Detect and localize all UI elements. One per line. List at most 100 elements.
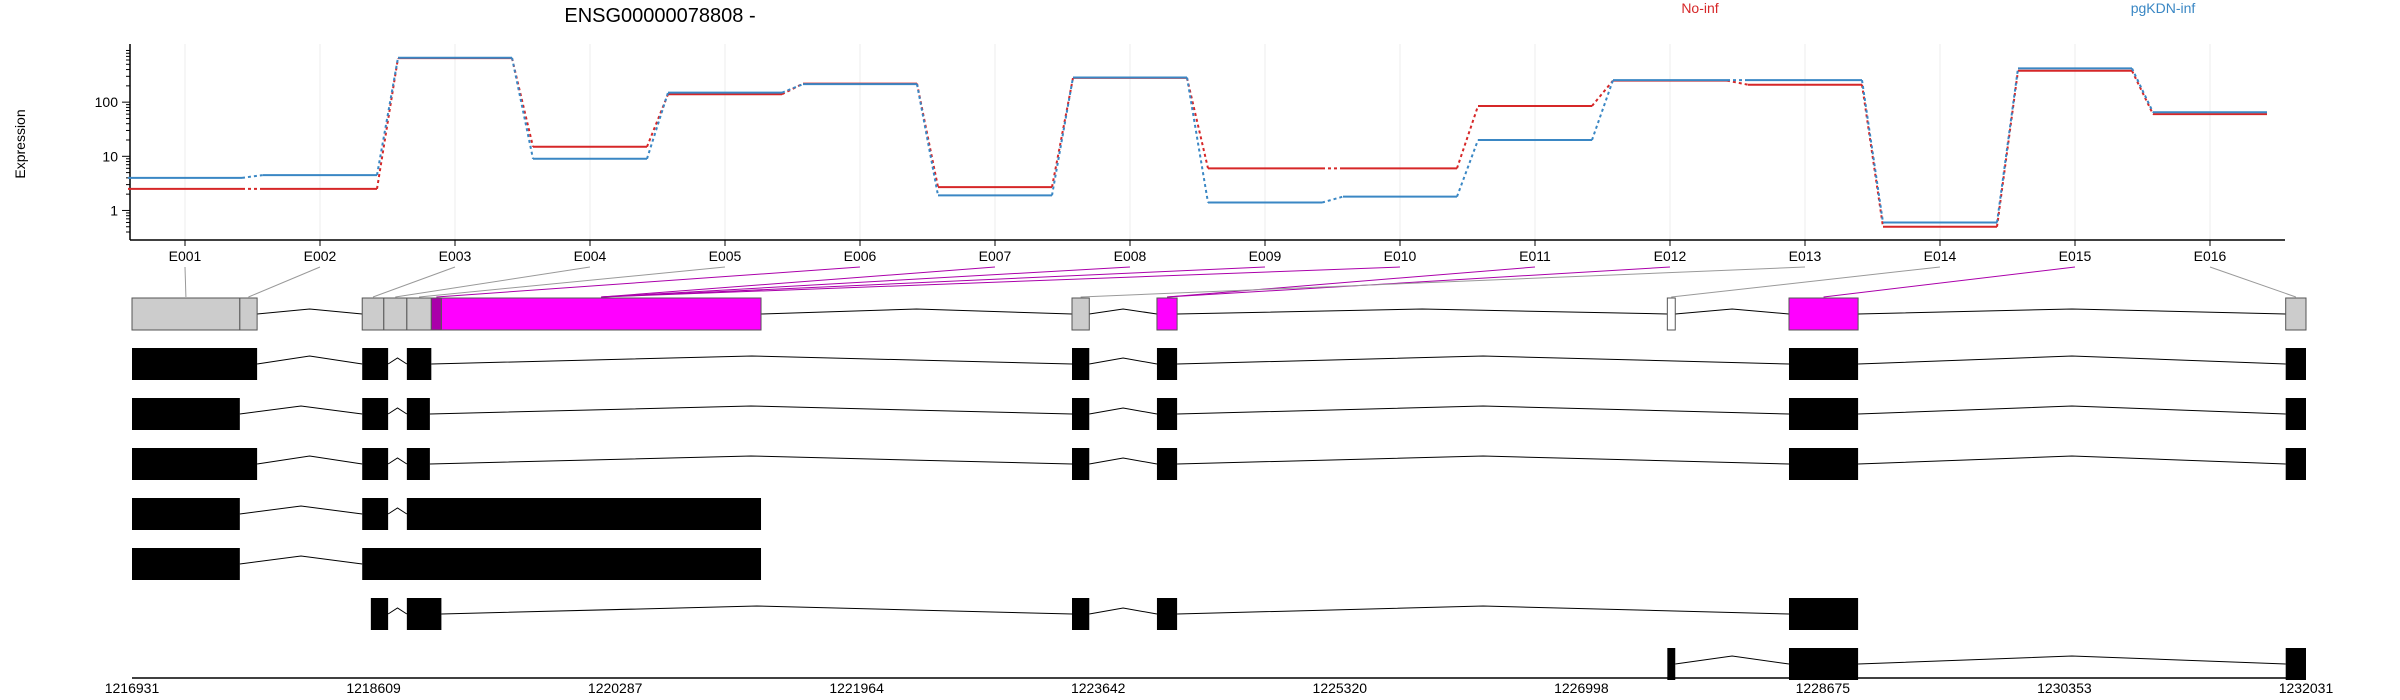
intron-line — [429, 405, 1073, 415]
series-pgkdn-inf-connector — [241, 174, 264, 179]
transcript-exon — [1072, 348, 1090, 380]
series-pgkdn-inf-connector — [1186, 77, 1209, 203]
y-tick-label: 10 — [102, 148, 118, 164]
series-no-inf-connector — [1591, 79, 1614, 107]
genomic-axis: 1216931 1218609 1220287 1221964 1223642 12253… — [105, 677, 2334, 696]
intron-line — [1858, 655, 2286, 665]
transcript-exon — [1156, 398, 1178, 430]
transcript-exon — [1156, 448, 1178, 480]
series-pgkdn-inf-connector — [511, 57, 534, 159]
genomic-tick-label: 1216931 — [105, 680, 160, 696]
transcript-exon — [132, 398, 240, 430]
intron-line — [257, 308, 363, 315]
intron-line — [1177, 455, 1790, 465]
intron-line — [441, 605, 1073, 615]
bin-link — [601, 266, 996, 298]
transcript-exon — [1788, 598, 1859, 630]
x-tick-label: E008 — [1114, 248, 1147, 264]
transcript-exon — [406, 398, 430, 430]
intron-line — [239, 505, 363, 515]
series-pgkdn-inf-connector — [1321, 195, 1344, 204]
bin-link — [436, 266, 861, 298]
genomic-tick-label: 1218609 — [346, 680, 401, 696]
series-pgkdn-inf-connector — [1996, 68, 2019, 223]
intron-line — [387, 407, 408, 415]
genomic-tick-label: 1225320 — [1313, 680, 1368, 696]
transcript-exon — [1072, 598, 1090, 630]
bin-link — [1671, 266, 1941, 298]
transcript-exon — [362, 348, 389, 380]
legend-label-no-inf: No-inf — [1681, 0, 1718, 16]
intron-line — [1177, 308, 1668, 315]
transcript-exon — [1667, 648, 1676, 680]
x-tick-label: E006 — [844, 248, 877, 264]
intron-line — [1089, 308, 1158, 315]
chart-title: ENSG00000078808 - — [564, 5, 755, 27]
genomic-tick-label: 1223642 — [1071, 680, 1126, 696]
intron-line — [387, 457, 408, 465]
transcript-exon — [362, 548, 762, 580]
transcript-exon — [1788, 648, 1859, 680]
exon-bin-e005 — [406, 297, 432, 331]
series-no-inf-connector — [646, 93, 669, 148]
intron-line — [387, 507, 408, 515]
transcript-exon — [406, 348, 432, 380]
transcript-exon — [132, 348, 258, 380]
genomic-tick-label: 1221964 — [829, 680, 884, 696]
bin-link — [1823, 266, 2076, 298]
intron-line — [1089, 407, 1158, 415]
intron-line — [1675, 308, 1790, 315]
transcript-exon — [2285, 398, 2306, 430]
x-tick-label: E013 — [1789, 248, 1822, 264]
transcript-exon — [132, 498, 240, 530]
exon-bin-e006 — [430, 297, 442, 331]
bin-link — [395, 266, 591, 298]
transcript-exon — [370, 598, 389, 630]
exon-bin-e009 — [1156, 297, 1178, 331]
transcript-exon — [406, 448, 430, 480]
intron-line — [239, 555, 363, 565]
x-tick-label: E014 — [1924, 248, 1957, 264]
x-tick-label: E007 — [979, 248, 1012, 264]
genomic-tick-label: 1232031 — [2279, 680, 2334, 696]
bin-link — [1080, 266, 1806, 298]
x-tick-label: E003 — [439, 248, 472, 264]
x-tick-label: E016 — [2194, 248, 2227, 264]
series-pgkdn-inf-connector — [781, 83, 804, 94]
series-no-inf-connector — [1456, 105, 1479, 169]
genomic-tick-label: 1230353 — [2037, 680, 2092, 696]
transcript-exon — [1072, 398, 1090, 430]
series-pgkdn-inf-connector — [1861, 79, 1884, 223]
exon-bin-e004 — [383, 297, 408, 331]
bin-link — [601, 266, 1131, 298]
x-tick-label: E012 — [1654, 248, 1687, 264]
bin-link — [184, 266, 187, 298]
legend-label-pgkdn-inf: pgKDN-inf — [2131, 0, 2196, 16]
x-tick-label: E004 — [574, 248, 607, 264]
transcript-exon — [2285, 348, 2306, 380]
exon-bin-links — [184, 266, 2297, 298]
transcript-exon — [1156, 598, 1178, 630]
intron-line — [1858, 308, 2286, 315]
intron-line — [761, 308, 1073, 315]
intron-line — [239, 405, 363, 415]
transcript-exon — [2285, 648, 2306, 680]
series-pgkdn-inf-connector — [916, 83, 939, 196]
y-tick-label: 1 — [110, 202, 118, 218]
exon-bin-e003 — [361, 297, 385, 331]
bin-link — [1166, 266, 1536, 298]
series-pgkdn-inf-connector — [1591, 79, 1614, 141]
exon-bin-e012 — [2285, 297, 2307, 331]
bin-link — [601, 266, 1401, 298]
intron-line — [387, 607, 408, 615]
transcript-exon — [362, 398, 389, 430]
bin-link — [419, 266, 726, 298]
transcript-exon — [406, 498, 762, 530]
series-no-inf-connector — [916, 83, 939, 188]
exon-bin-e007 — [440, 297, 762, 331]
intron-line — [1858, 355, 2286, 365]
transcript-exon — [1072, 448, 1090, 480]
y-axis-label: Expression — [12, 109, 28, 178]
series-pgkdn-inf-connector — [646, 92, 669, 160]
